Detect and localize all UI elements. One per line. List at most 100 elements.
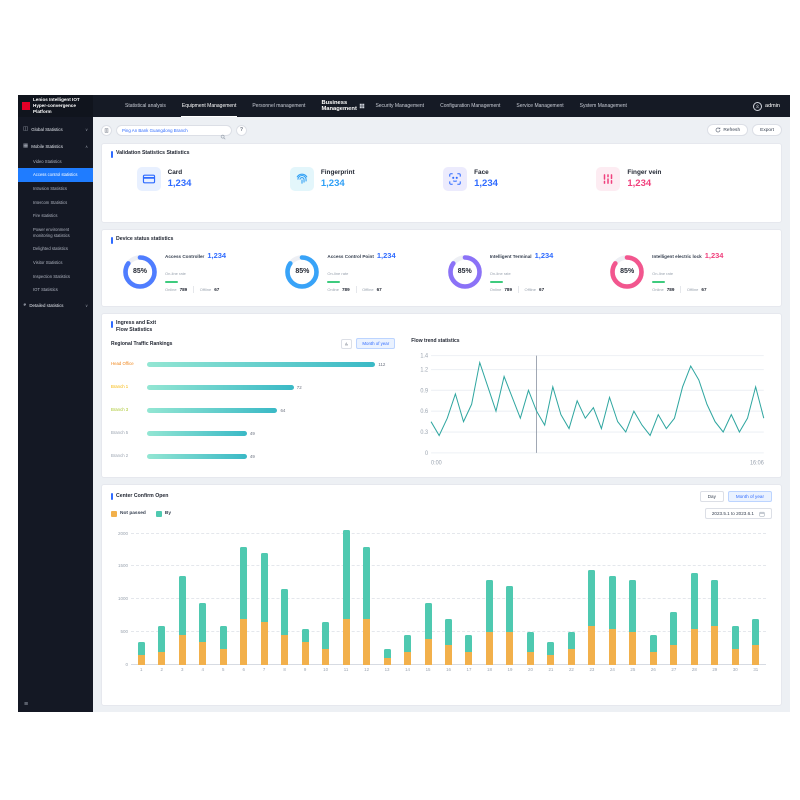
bar-column-day-16[interactable] bbox=[438, 527, 458, 665]
nav-item-system-management[interactable]: System Management bbox=[572, 95, 635, 117]
bar-column-day-8[interactable] bbox=[274, 527, 294, 665]
bar-column-day-20[interactable] bbox=[520, 527, 540, 665]
bar-segment-not-passed bbox=[363, 619, 371, 665]
bar-column-day-19[interactable] bbox=[500, 527, 520, 665]
bar-column-day-18[interactable] bbox=[479, 527, 499, 665]
period-toggle-group: Day Month of year bbox=[699, 491, 772, 502]
bar-column-day-26[interactable] bbox=[643, 527, 663, 665]
sidebar-collapse-button[interactable]: ≡ bbox=[24, 701, 29, 708]
divider bbox=[680, 285, 681, 293]
bar-column-day-28[interactable] bbox=[684, 527, 704, 665]
bar-column-day-10[interactable] bbox=[315, 527, 335, 665]
bar-column-day-6[interactable] bbox=[233, 527, 253, 665]
bar-stack bbox=[158, 625, 166, 665]
bar-column-day-21[interactable] bbox=[541, 527, 561, 665]
ranking-row-branch-5[interactable]: Branch 5 49 bbox=[111, 430, 395, 437]
sidebar-item-inspection-statistics[interactable]: Inspection Statistics bbox=[18, 270, 93, 284]
chart-type-button[interactable] bbox=[341, 338, 353, 349]
bar-column-day-30[interactable] bbox=[725, 527, 745, 665]
bar-column-day-14[interactable] bbox=[397, 527, 417, 665]
toggle-month-of-year[interactable]: Month of year bbox=[727, 491, 772, 502]
toggle-day[interactable]: Day bbox=[699, 491, 724, 502]
ranking-label: Branch 1 bbox=[111, 384, 129, 390]
nav-item-configuration-management[interactable]: Configuration Management bbox=[432, 95, 508, 117]
online-label: Online bbox=[165, 286, 177, 292]
gauge-value: 1,234 bbox=[376, 250, 396, 260]
x-axis-label: 14 bbox=[405, 667, 410, 672]
online-rate-label: On-line rate bbox=[327, 270, 349, 276]
nav-item-business-management[interactable]: Business Management bbox=[313, 95, 367, 117]
bar-segment-by bbox=[178, 576, 186, 636]
bar-column-day-7[interactable] bbox=[254, 527, 274, 665]
gauge-online-row: Online 789 Offline 67 bbox=[490, 285, 554, 293]
sidebar-group-mobile-statistics[interactable]: ▦ Mobile Statistics ∧ bbox=[18, 138, 93, 155]
bar-segment-not-passed bbox=[301, 642, 309, 665]
sidebar-item-power-environment-monitoring-statistics[interactable]: Power environment monitoring statistics bbox=[18, 223, 93, 242]
sidebar-item-fire-statistics[interactable]: Fire statistics bbox=[18, 209, 93, 223]
sidebar-group-label: Detailed statistics bbox=[29, 302, 64, 308]
gauge-percent: 85% bbox=[620, 268, 635, 275]
bar-segment-by bbox=[670, 612, 678, 646]
user-menu[interactable]: admin bbox=[743, 95, 790, 117]
nav-item-personnel-management[interactable]: Personnel management bbox=[244, 95, 313, 117]
search-icon[interactable] bbox=[220, 127, 226, 140]
sidebar-item-video-statistics[interactable]: Video Statistics bbox=[18, 155, 93, 169]
org-icon-button[interactable] bbox=[101, 124, 112, 136]
branch-search-input[interactable]: Ping An Bank Guangdong Branch bbox=[116, 124, 232, 140]
help-icon-button[interactable]: ? bbox=[236, 124, 247, 136]
bar-segment-by bbox=[485, 579, 493, 633]
bar-column-day-25[interactable] bbox=[623, 527, 643, 665]
ranking-row-head-office[interactable]: Head Office 112 bbox=[111, 361, 395, 368]
nav-item-equipment-management[interactable]: Equipment Management bbox=[174, 95, 244, 117]
bar-column-day-27[interactable] bbox=[664, 527, 684, 665]
bar-column-day-9[interactable] bbox=[295, 527, 315, 665]
bar-column-day-23[interactable] bbox=[582, 527, 602, 665]
user-avatar-icon bbox=[753, 101, 763, 111]
bar-stack bbox=[629, 579, 637, 665]
nav-item-service-management[interactable]: Service Management bbox=[508, 95, 571, 117]
bar-column-day-5[interactable] bbox=[213, 527, 233, 665]
bar-stack bbox=[281, 589, 289, 665]
refresh-button[interactable]: Refresh bbox=[707, 124, 749, 136]
date-range-picker[interactable]: 2023.5.1 to 2023.6.1 bbox=[704, 508, 772, 519]
bar-column-day-13[interactable] bbox=[377, 527, 397, 665]
face-icon bbox=[443, 166, 468, 191]
bar-segment-not-passed bbox=[219, 648, 227, 665]
bar-column-day-3[interactable] bbox=[172, 527, 192, 665]
gauge-name: Access Control Point bbox=[327, 253, 374, 259]
sidebar-item-visitor-statistics[interactable]: Visitor Statistics bbox=[18, 256, 93, 270]
bar-column-day-24[interactable] bbox=[602, 527, 622, 665]
bar-column-day-1[interactable] bbox=[131, 527, 151, 665]
bar-column-day-17[interactable] bbox=[459, 527, 479, 665]
bar-column-day-22[interactable] bbox=[561, 527, 581, 665]
bar-column-day-2[interactable] bbox=[151, 527, 171, 665]
ranking-month-toggle[interactable]: Month of year bbox=[356, 338, 396, 349]
chevron-down-icon: ∨ bbox=[85, 126, 88, 132]
bar-column-day-31[interactable] bbox=[746, 527, 766, 665]
sidebar-item-intrusion-statistics[interactable]: Intrusion Statistics bbox=[18, 182, 93, 196]
sidebar-item-delighted-statistics[interactable]: Delighted statistics bbox=[18, 242, 93, 256]
bar-column-day-29[interactable] bbox=[705, 527, 725, 665]
bar-column-day-12[interactable] bbox=[356, 527, 376, 665]
sidebar-item-access-control-statistics[interactable]: Access control statistics bbox=[18, 168, 93, 183]
sidebar-group-global-statistics[interactable]: ◫ Global Statistics ∨ bbox=[18, 121, 93, 138]
bar-column-day-11[interactable] bbox=[336, 527, 356, 665]
brand-title: Lenios Intelligent IOT Hyper-convergence… bbox=[33, 97, 80, 114]
ranking-row-branch-1[interactable]: Branch 1 72 bbox=[111, 384, 395, 391]
stat-tile-label: Finger vein bbox=[627, 168, 662, 176]
sidebar: ◫ Global Statistics ∨ ▦ Mobile Statistics ∧ Vi… bbox=[18, 117, 93, 712]
bar-column-day-15[interactable] bbox=[418, 527, 438, 665]
nav-item-statistical-analysis[interactable]: Statistical analysis bbox=[117, 95, 174, 117]
sidebar-item-intercom-statistics[interactable]: Intercom Statistics bbox=[18, 196, 93, 210]
bar-column-day-4[interactable] bbox=[192, 527, 212, 665]
ranking-row-branch-3[interactable]: Branch 3 64 bbox=[111, 407, 395, 414]
export-button[interactable]: Export bbox=[752, 124, 782, 136]
sidebar-item-iot-statistics[interactable]: IOT Statistics bbox=[18, 283, 93, 297]
x-axis-label: 26 bbox=[650, 667, 656, 672]
bar-stack bbox=[424, 602, 432, 665]
x-axis-label: 9 bbox=[303, 667, 307, 672]
nav-item-security-management[interactable]: Security Management bbox=[367, 95, 432, 117]
bar-segment-not-passed bbox=[424, 638, 432, 665]
ranking-row-branch-2[interactable]: Branch 2 49 bbox=[111, 453, 395, 460]
sidebar-group-detailed-statistics[interactable]: ◕ Detailed statistics ∨ bbox=[18, 297, 93, 314]
